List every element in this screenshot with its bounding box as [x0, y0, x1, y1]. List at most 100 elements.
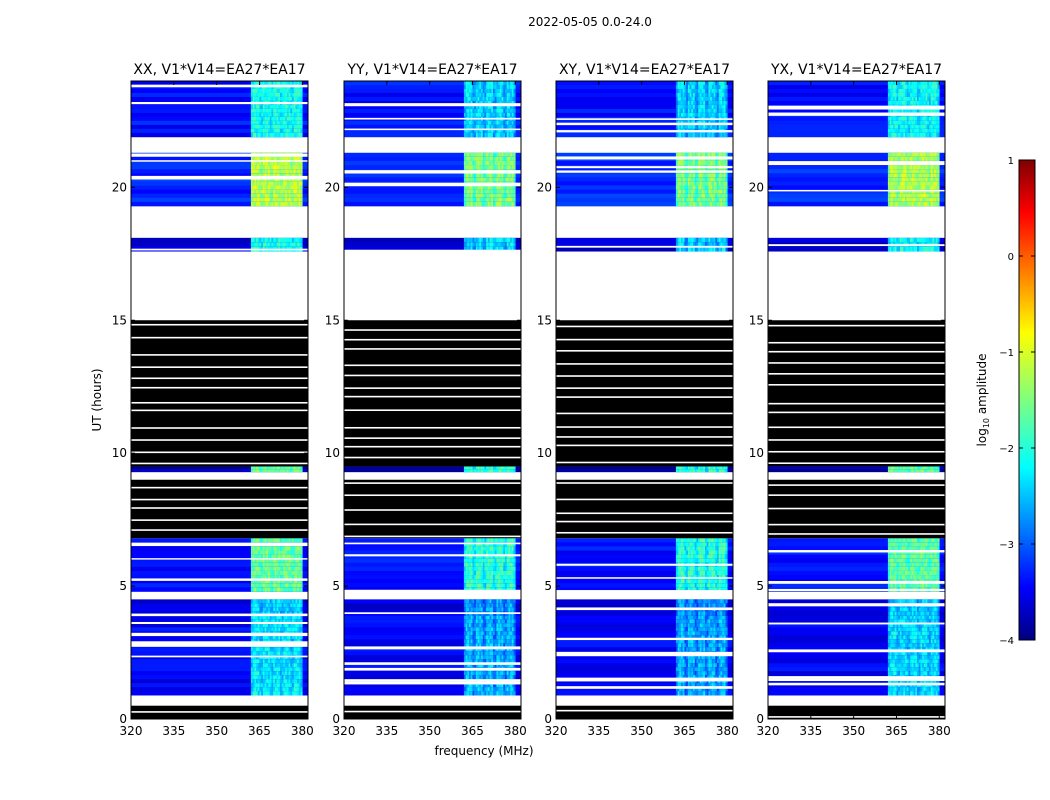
- rfi-cell: [250, 647, 253, 652]
- rfi-cell: [708, 647, 711, 652]
- rfi-cell: [254, 579, 257, 584]
- rfi-cell: [264, 667, 267, 672]
- rfi-cell: [484, 469, 487, 473]
- rfi-cell: [484, 246, 487, 252]
- rfi-cell: [723, 647, 726, 652]
- rfi-cell: [686, 655, 689, 660]
- rfi-cell: [487, 242, 490, 248]
- rfi-cell: [467, 558, 470, 564]
- rfi-cell: [499, 687, 502, 692]
- gap-line: [131, 336, 308, 339]
- rfi-cell: [498, 197, 501, 203]
- spectrum-row: [131, 124, 308, 130]
- rfi-cell: [508, 647, 511, 652]
- rfi-cell: [280, 619, 283, 624]
- rfi-cell: [513, 643, 516, 648]
- rfi-cell: [481, 100, 484, 106]
- rfi-cell: [677, 647, 680, 652]
- rfi-cell: [286, 651, 289, 656]
- rfi-cell: [503, 128, 506, 134]
- rfi-cell: [261, 683, 264, 688]
- rfi-cell: [257, 671, 260, 676]
- rfi-cell: [467, 566, 470, 572]
- rfi-cell: [465, 687, 468, 692]
- rfi-cell: [274, 185, 277, 190]
- rfi-cell: [257, 651, 260, 656]
- rfi-cell: [288, 623, 291, 628]
- rfi-cell: [486, 671, 489, 676]
- rfi-cell: [491, 659, 494, 664]
- rfi-cell: [725, 627, 728, 632]
- rfi-cell: [498, 124, 501, 130]
- rfi-cell: [484, 607, 487, 612]
- rfi-cell: [489, 651, 492, 656]
- rfi-cell: [274, 603, 277, 608]
- rfi-cell: [273, 201, 276, 207]
- rfi-cell: [474, 579, 477, 584]
- rfi-cell: [708, 615, 711, 620]
- rfi-cell: [686, 635, 689, 640]
- rfi-cell: [269, 659, 272, 664]
- rfi-cell: [292, 599, 295, 604]
- rfi-cell: [250, 566, 253, 572]
- rfi-cell: [499, 631, 502, 636]
- spectrum-row: [344, 120, 521, 126]
- rfi-cell: [684, 675, 687, 680]
- rfi-cell: [487, 538, 490, 543]
- rfi-cell: [252, 124, 255, 130]
- rfi-cell: [274, 627, 277, 632]
- rfi-cell: [274, 466, 277, 470]
- rfi-cell: [261, 659, 264, 664]
- rfi-cell: [297, 570, 300, 576]
- rfi-cell: [511, 88, 514, 94]
- rfi-cell: [499, 112, 502, 118]
- rfi-cell: [694, 659, 697, 664]
- rfi-cell: [484, 659, 487, 664]
- rfi-cell: [715, 675, 718, 680]
- rfi-cell: [281, 635, 284, 640]
- rfi-cell: [475, 675, 478, 680]
- rfi-cell: [691, 619, 694, 624]
- rfi-cell: [482, 587, 485, 592]
- rfi-cell: [463, 570, 466, 576]
- rfi-cell: [474, 570, 477, 576]
- rfi-cell: [472, 631, 475, 636]
- rfi-cell: [280, 691, 283, 696]
- rfi-cell: [513, 579, 516, 584]
- rfi-cell: [479, 615, 482, 620]
- rfi-cell: [266, 575, 269, 580]
- rfi-cell: [293, 469, 296, 473]
- rfi-cell: [474, 603, 477, 608]
- rfi-cell: [252, 104, 255, 110]
- rfi-cell: [494, 185, 497, 190]
- gap-line: [344, 662, 521, 665]
- rfi-cell: [491, 643, 494, 648]
- rfi-cell: [510, 81, 513, 86]
- rfi-cell: [703, 659, 706, 664]
- rfi-cell: [293, 92, 296, 98]
- rfi-cell: [484, 683, 487, 688]
- rfi-cell: [493, 554, 496, 560]
- rfi-cell: [465, 177, 468, 182]
- rfi-cell: [475, 92, 478, 98]
- rfi-cell: [276, 120, 279, 126]
- rfi-cell: [477, 575, 480, 580]
- rfi-cell: [720, 623, 723, 628]
- rfi-cell: [295, 177, 298, 182]
- rfi-cell: [475, 651, 478, 656]
- rfi-cell: [256, 197, 259, 203]
- rfi-cell: [256, 201, 259, 207]
- rfi-cell: [274, 579, 277, 584]
- rfi-cell: [283, 579, 286, 584]
- rfi-cell: [470, 562, 473, 568]
- rfi-cell: [259, 570, 262, 576]
- rfi-cell: [684, 619, 687, 624]
- rfi-cell: [261, 635, 264, 640]
- rfi-cell: [268, 165, 271, 170]
- rfi-cell: [278, 667, 281, 672]
- rfi-cell: [268, 112, 271, 118]
- rfi-cell: [269, 132, 272, 138]
- rfi-cell: [481, 619, 484, 624]
- rfi-cell: [300, 128, 303, 134]
- rfi-cell: [498, 173, 501, 178]
